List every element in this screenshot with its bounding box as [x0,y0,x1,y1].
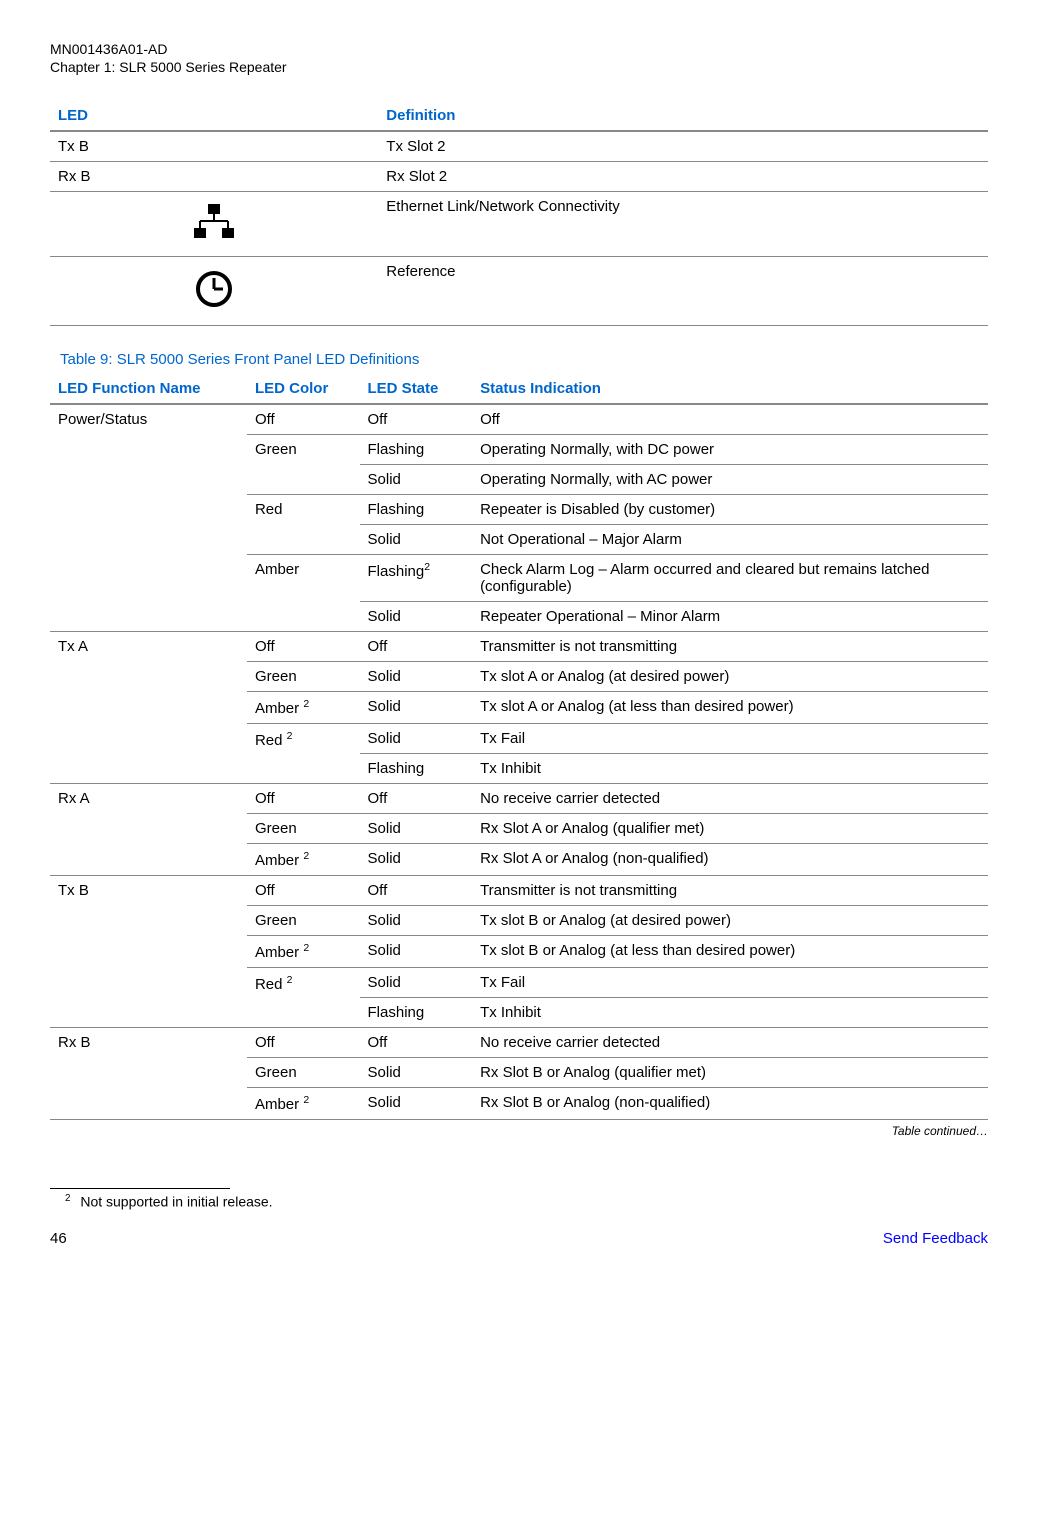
table-header: Definition [378,101,988,131]
table-cell: Amber [247,555,360,632]
network-icon [190,204,238,240]
table-cell: Tx B [50,131,378,162]
network-icon-cell [50,192,378,257]
table-cell: Solid [360,844,473,876]
send-feedback-link[interactable]: Send Feedback [883,1230,988,1247]
table-cell: Transmitter is not transmitting [472,876,988,906]
table-cell: Tx Inhibit [472,998,988,1028]
table-cell: Solid [360,602,473,632]
table-cell: Red 2 [247,724,360,784]
table-cell: No receive carrier detected [472,784,988,814]
table-cell: Off [247,632,360,662]
table-cell: Operating Normally, with DC power [472,435,988,465]
table-cell: Check Alarm Log – Alarm occurred and cle… [472,555,988,602]
table-cell: Solid [360,465,473,495]
table-cell: Off [247,404,360,435]
table-continued-label: Table continued… [50,1124,988,1138]
led-function-table: LED Function Name LED Color LED State St… [50,374,988,1120]
table-cell: Amber 2 [247,936,360,968]
table-cell: Tx Fail [472,968,988,998]
table-cell: Rx Slot A or Analog (non-qualified) [472,844,988,876]
footnote-rule [50,1188,230,1189]
table-cell: Flashing [360,495,473,525]
table-cell: Off [360,1028,473,1058]
table-cell: Amber 2 [247,1088,360,1120]
table-cell: Tx Inhibit [472,754,988,784]
led-definition-table: LED Definition Tx B Tx Slot 2 Rx B Rx Sl… [50,101,988,326]
table-cell: Off [472,404,988,435]
table-header: LED Function Name [50,374,247,404]
table-cell: Flashing [360,998,473,1028]
table-cell: Solid [360,724,473,754]
table-cell: Solid [360,906,473,936]
table-cell: Off [360,784,473,814]
table-cell: Off [360,876,473,906]
table-cell: Rx A [50,784,247,876]
table-cell: Tx slot B or Analog (at less than desire… [472,936,988,968]
table-cell: Rx Slot B or Analog (qualifier met) [472,1058,988,1088]
table-cell: Tx B [50,876,247,1028]
table-cell: Solid [360,1058,473,1088]
table-cell: Off [247,784,360,814]
table-cell: Repeater Operational – Minor Alarm [472,602,988,632]
table-cell: Red 2 [247,968,360,1028]
table-cell: Off [247,1028,360,1058]
table-cell: Rx Slot B or Analog (non-qualified) [472,1088,988,1120]
table-cell: Rx B [50,1028,247,1120]
clock-icon-cell [50,257,378,326]
table-cell: Reference [378,257,988,326]
table-cell: Green [247,662,360,692]
table-cell: Off [360,632,473,662]
table-cell: Solid [360,692,473,724]
table-cell: Rx B [50,162,378,192]
table-cell: Flashing2 [360,555,473,602]
table-cell: Amber 2 [247,692,360,724]
table-cell: Solid [360,662,473,692]
table-cell: Off [360,404,473,435]
table-cell: Rx Slot A or Analog (qualifier met) [472,814,988,844]
table-cell: No receive carrier detected [472,1028,988,1058]
table-cell: Operating Normally, with AC power [472,465,988,495]
table-cell: Tx slot A or Analog (at less than desire… [472,692,988,724]
table-cell: Solid [360,525,473,555]
table-cell: Not Operational – Major Alarm [472,525,988,555]
table-cell: Off [247,876,360,906]
table-cell: Rx Slot 2 [378,162,988,192]
table-cell: Ethernet Link/Network Connectivity [378,192,988,257]
table-header: Status Indication [472,374,988,404]
table-cell: Power/Status [50,404,247,632]
table-cell: Amber 2 [247,844,360,876]
table-cell: Green [247,906,360,936]
table-cell: Green [247,435,360,495]
table-cell: Green [247,1058,360,1088]
table-cell: Solid [360,936,473,968]
chapter-title: Chapter 1: SLR 5000 Series Repeater [50,58,988,76]
table-cell: Tx A [50,632,247,784]
table-cell: Flashing [360,435,473,465]
table-cell: Tx Fail [472,724,988,754]
footnote: 2 Not supported in initial release. [65,1193,988,1210]
table-header: LED [50,101,378,131]
table-cell: Flashing [360,754,473,784]
table-cell: Green [247,814,360,844]
table-cell: Solid [360,968,473,998]
doc-id: MN001436A01-AD [50,40,988,58]
table-header: LED Color [247,374,360,404]
table-cell: Tx slot A or Analog (at desired power) [472,662,988,692]
table-caption: Table 9: SLR 5000 Series Front Panel LED… [60,351,988,368]
page-number: 46 [50,1230,67,1247]
table-cell: Tx slot B or Analog (at desired power) [472,906,988,936]
table-cell: Repeater is Disabled (by customer) [472,495,988,525]
table-cell: Solid [360,1088,473,1120]
table-cell: Red [247,495,360,555]
table-cell: Transmitter is not transmitting [472,632,988,662]
clock-icon [194,269,234,309]
table-cell: Tx Slot 2 [378,131,988,162]
table-header: LED State [360,374,473,404]
table-cell: Solid [360,814,473,844]
